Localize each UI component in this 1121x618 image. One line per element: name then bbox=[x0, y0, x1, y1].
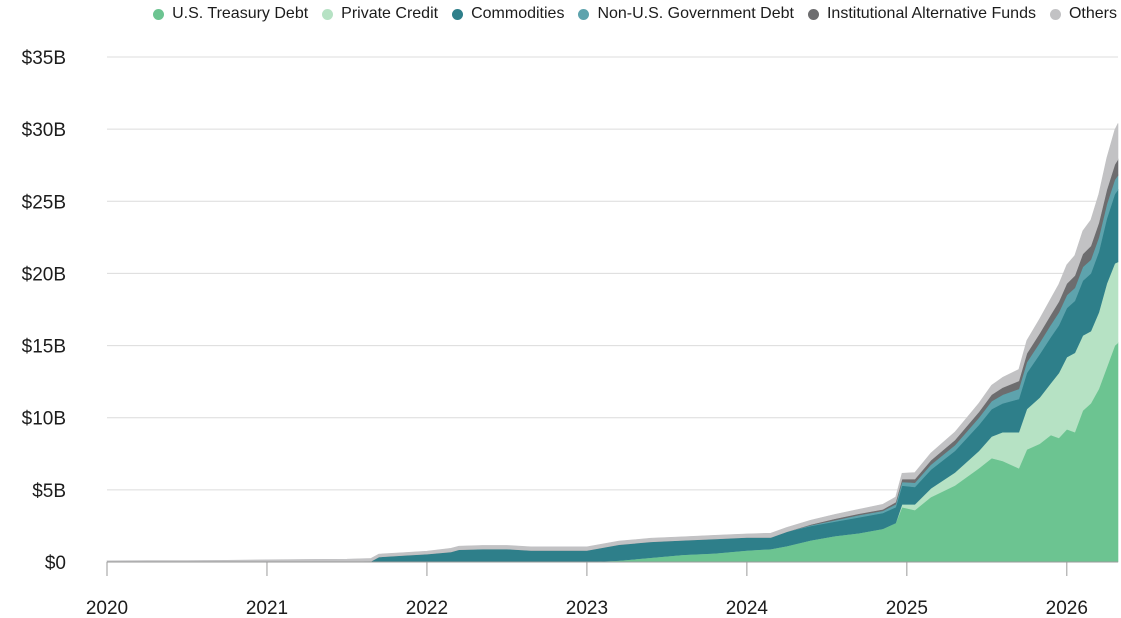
legend-item-others: Others bbox=[1049, 5, 1117, 23]
axes: $0 $5B $10B $15B $20B $25B $30B $35B 2020 2021 202… bbox=[22, 48, 1118, 618]
legend-swatch bbox=[322, 8, 334, 20]
legend-swatch bbox=[153, 8, 165, 20]
legend-item-commodities: Commodities bbox=[452, 5, 564, 23]
legend-swatch bbox=[578, 8, 590, 20]
x-tick-label: 2025 bbox=[886, 598, 928, 618]
y-tick-label: $15B bbox=[22, 337, 66, 358]
area-others bbox=[106, 123, 1119, 563]
legend-label: Commodities bbox=[471, 5, 565, 22]
y-tick-label: $30B bbox=[22, 120, 66, 141]
legend-swatch bbox=[807, 8, 819, 20]
legend-item-u-s-treasury-debt: U.S. Treasury Debt bbox=[153, 5, 308, 23]
legend-swatch bbox=[452, 8, 464, 20]
legend-label: Non-U.S. Government Debt bbox=[597, 5, 794, 22]
y-tick-label: $20B bbox=[22, 264, 66, 285]
legend-label: Institutional Alternative Funds bbox=[826, 5, 1036, 22]
x-tick-label: 2024 bbox=[726, 598, 769, 618]
legend-swatch bbox=[1049, 8, 1061, 20]
y-tick-label: $5B bbox=[32, 481, 66, 502]
y-tick-label: $10B bbox=[22, 409, 66, 430]
x-tick-label: 2026 bbox=[1046, 598, 1088, 618]
area-series bbox=[106, 123, 1119, 563]
y-tick-label: $35B bbox=[22, 48, 66, 69]
legend-item-institutional-alternative-funds: Institutional Alternative Funds bbox=[807, 5, 1036, 23]
legend-label: Private Credit bbox=[341, 5, 439, 22]
chart-legend: U.S. Treasury Debt Private Credit Commodit… bbox=[100, 4, 1117, 24]
x-tick-label: 2020 bbox=[86, 598, 128, 618]
legend-label: U.S. Treasury Debt bbox=[172, 5, 309, 22]
legend-label: Others bbox=[1068, 5, 1117, 22]
x-tick-label: 2023 bbox=[566, 598, 608, 618]
y-tick-label: $0 bbox=[45, 553, 66, 574]
legend-item-non-u-s-government-debt: Non-U.S. Government Debt bbox=[578, 5, 794, 23]
y-tick-label: $25B bbox=[22, 192, 66, 213]
x-tick-label: 2021 bbox=[246, 598, 288, 618]
legend-item-private-credit: Private Credit bbox=[322, 5, 438, 23]
x-tick-label: 2022 bbox=[406, 598, 448, 618]
